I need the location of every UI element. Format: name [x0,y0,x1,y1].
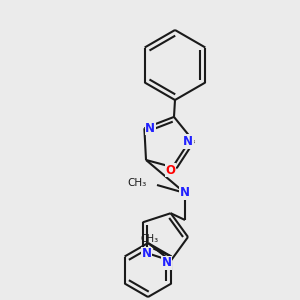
Text: N: N [180,187,190,200]
Text: CH₃: CH₃ [128,178,147,188]
Text: N: N [142,247,152,260]
Text: N: N [183,135,193,148]
Text: N: N [162,256,172,269]
Text: O: O [166,164,176,177]
Text: CH₃: CH₃ [140,235,158,244]
Text: N: N [146,122,155,135]
